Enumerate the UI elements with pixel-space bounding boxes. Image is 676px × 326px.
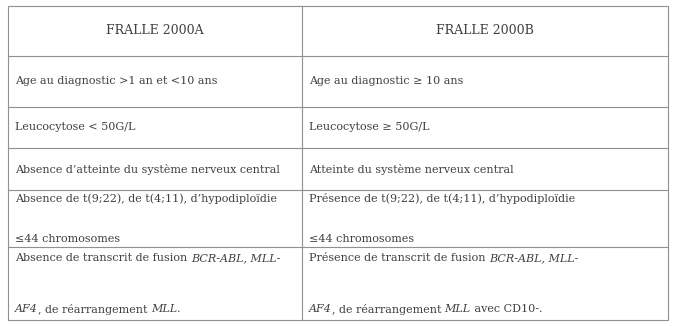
Text: avec CD10-.: avec CD10-. (470, 304, 542, 314)
Text: FRALLE 2000B: FRALLE 2000B (436, 24, 534, 37)
Text: Présence de t(9;22), de t(4;11), d’hypodiploïdie: Présence de t(9;22), de t(4;11), d’hypod… (309, 193, 575, 204)
Text: BCR-ABL, MLL-: BCR-ABL, MLL- (489, 253, 578, 263)
Text: , de réarrangement: , de réarrangement (331, 304, 445, 315)
Text: ≤44 chromosomes: ≤44 chromosomes (15, 234, 120, 244)
Text: ≤44 chromosomes: ≤44 chromosomes (309, 234, 414, 244)
Text: AF4: AF4 (309, 304, 331, 314)
Text: Présence de transcrit de fusion: Présence de transcrit de fusion (309, 253, 489, 263)
Text: FRALLE 2000A: FRALLE 2000A (106, 24, 203, 37)
Text: Absence de transcrit de fusion: Absence de transcrit de fusion (15, 253, 191, 263)
Text: Leucocytose < 50G/L: Leucocytose < 50G/L (15, 123, 135, 132)
Text: , de réarrangement: , de réarrangement (38, 304, 151, 315)
Text: Absence d’atteinte du système nerveux central: Absence d’atteinte du système nerveux ce… (15, 164, 280, 175)
Text: Atteinte du système nerveux central: Atteinte du système nerveux central (309, 164, 513, 175)
Text: BCR-ABL, MLL-: BCR-ABL, MLL- (191, 253, 280, 263)
Text: Age au diagnostic ≥ 10 ans: Age au diagnostic ≥ 10 ans (309, 76, 463, 86)
Text: MLL: MLL (151, 304, 177, 314)
Text: Age au diagnostic >1 an et <10 ans: Age au diagnostic >1 an et <10 ans (15, 76, 218, 86)
Text: Leucocytose ≥ 50G/L: Leucocytose ≥ 50G/L (309, 123, 429, 132)
Text: AF4: AF4 (15, 304, 38, 314)
Text: MLL: MLL (445, 304, 470, 314)
Text: .: . (177, 304, 180, 314)
Text: Absence de t(9;22), de t(4;11), d’hypodiploïdie: Absence de t(9;22), de t(4;11), d’hypodi… (15, 194, 277, 204)
